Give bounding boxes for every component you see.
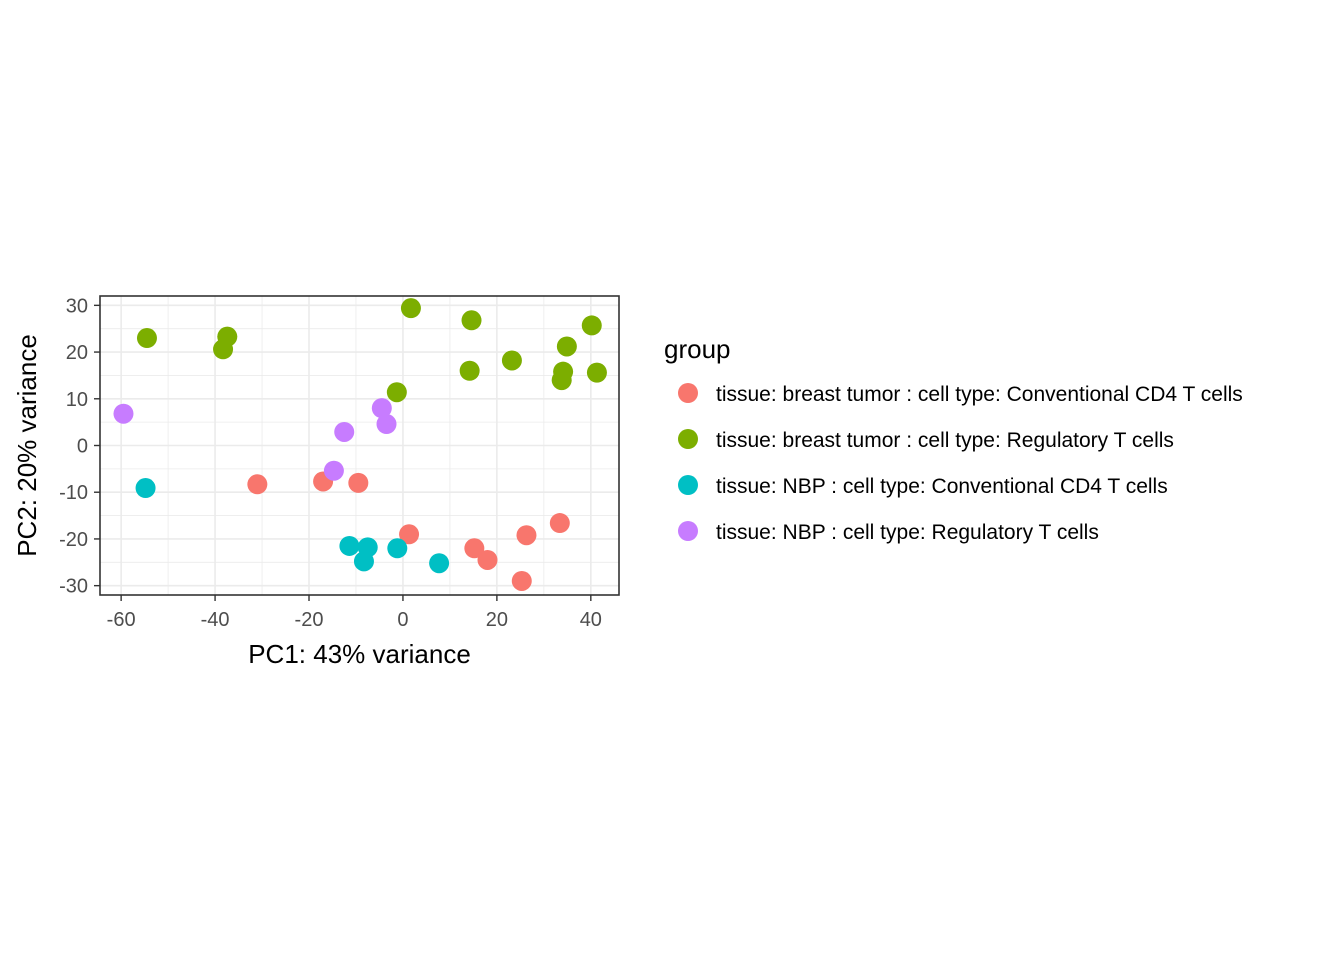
data-point-series-2 (400, 298, 421, 319)
data-point-series-3 (339, 535, 360, 556)
data-point-series-1 (511, 570, 532, 591)
data-point-series-2 (459, 360, 480, 381)
legend-label-series-3: tissue: NBP : cell type: Conventional CD… (716, 475, 1168, 498)
legend-title: group (664, 334, 731, 364)
data-points (113, 298, 607, 591)
data-point-series-2 (213, 339, 234, 360)
data-point-series-2 (501, 350, 522, 371)
legend-label-series-4: tissue: NBP : cell type: Regulatory T ce… (716, 521, 1099, 544)
x-axis-ticks: -60 -40 -20 0 20 40 (107, 595, 602, 631)
y-tick-label: 10 (66, 389, 88, 411)
y-tick-label: -10 (59, 482, 88, 504)
legend-key-series-2 (678, 429, 698, 449)
data-point-series-4 (376, 414, 397, 435)
data-point-series-4 (334, 421, 355, 442)
data-point-series-4 (113, 403, 134, 424)
data-point-series-2 (136, 328, 157, 349)
legend-label-series-2: tissue: breast tumor : cell type: Regula… (716, 429, 1174, 452)
data-point-series-2 (556, 336, 577, 357)
data-point-series-1 (464, 538, 485, 559)
data-point-series-3 (353, 551, 374, 572)
y-tick-label: -30 (59, 576, 88, 598)
legend-key-series-4 (678, 521, 698, 541)
x-tick-label: 20 (486, 609, 508, 631)
data-point-series-4 (323, 460, 344, 481)
y-tick-label: 20 (66, 342, 88, 364)
y-axis-ticks: -30 -20 -10 0 10 20 30 (59, 295, 100, 598)
legend-label-series-1: tissue: breast tumor : cell type: Conven… (716, 383, 1243, 406)
data-point-series-2 (586, 362, 607, 383)
data-point-series-2 (581, 315, 602, 336)
x-tick-label: 40 (580, 609, 602, 631)
legend: tissue: breast tumor : cell type: Conven… (678, 383, 1243, 544)
x-tick-label: 0 (397, 609, 408, 631)
data-point-series-3 (387, 538, 408, 559)
x-tick-label: -60 (107, 609, 136, 631)
data-point-series-3 (135, 478, 156, 499)
x-tick-label: -20 (295, 609, 324, 631)
y-tick-label: -20 (59, 529, 88, 551)
data-point-series-3 (429, 553, 450, 574)
data-point-series-4 (371, 398, 392, 419)
x-axis-title: PC1: 43% variance (248, 639, 471, 669)
data-point-series-2 (551, 370, 572, 391)
data-point-series-1 (516, 525, 537, 546)
y-tick-label: 0 (77, 436, 88, 458)
data-point-series-1 (399, 524, 420, 545)
data-point-series-1 (549, 513, 570, 534)
data-point-series-1 (247, 474, 268, 495)
data-point-series-2 (386, 382, 407, 403)
y-tick-label: 30 (66, 295, 88, 317)
x-tick-label: -40 (201, 609, 230, 631)
data-point-series-1 (477, 549, 498, 570)
y-axis-title: PC2: 20% variance (12, 334, 42, 557)
data-point-series-2 (461, 310, 482, 331)
legend-key-series-1 (678, 383, 698, 403)
legend-key-series-3 (678, 475, 698, 495)
data-point-series-1 (348, 472, 369, 493)
